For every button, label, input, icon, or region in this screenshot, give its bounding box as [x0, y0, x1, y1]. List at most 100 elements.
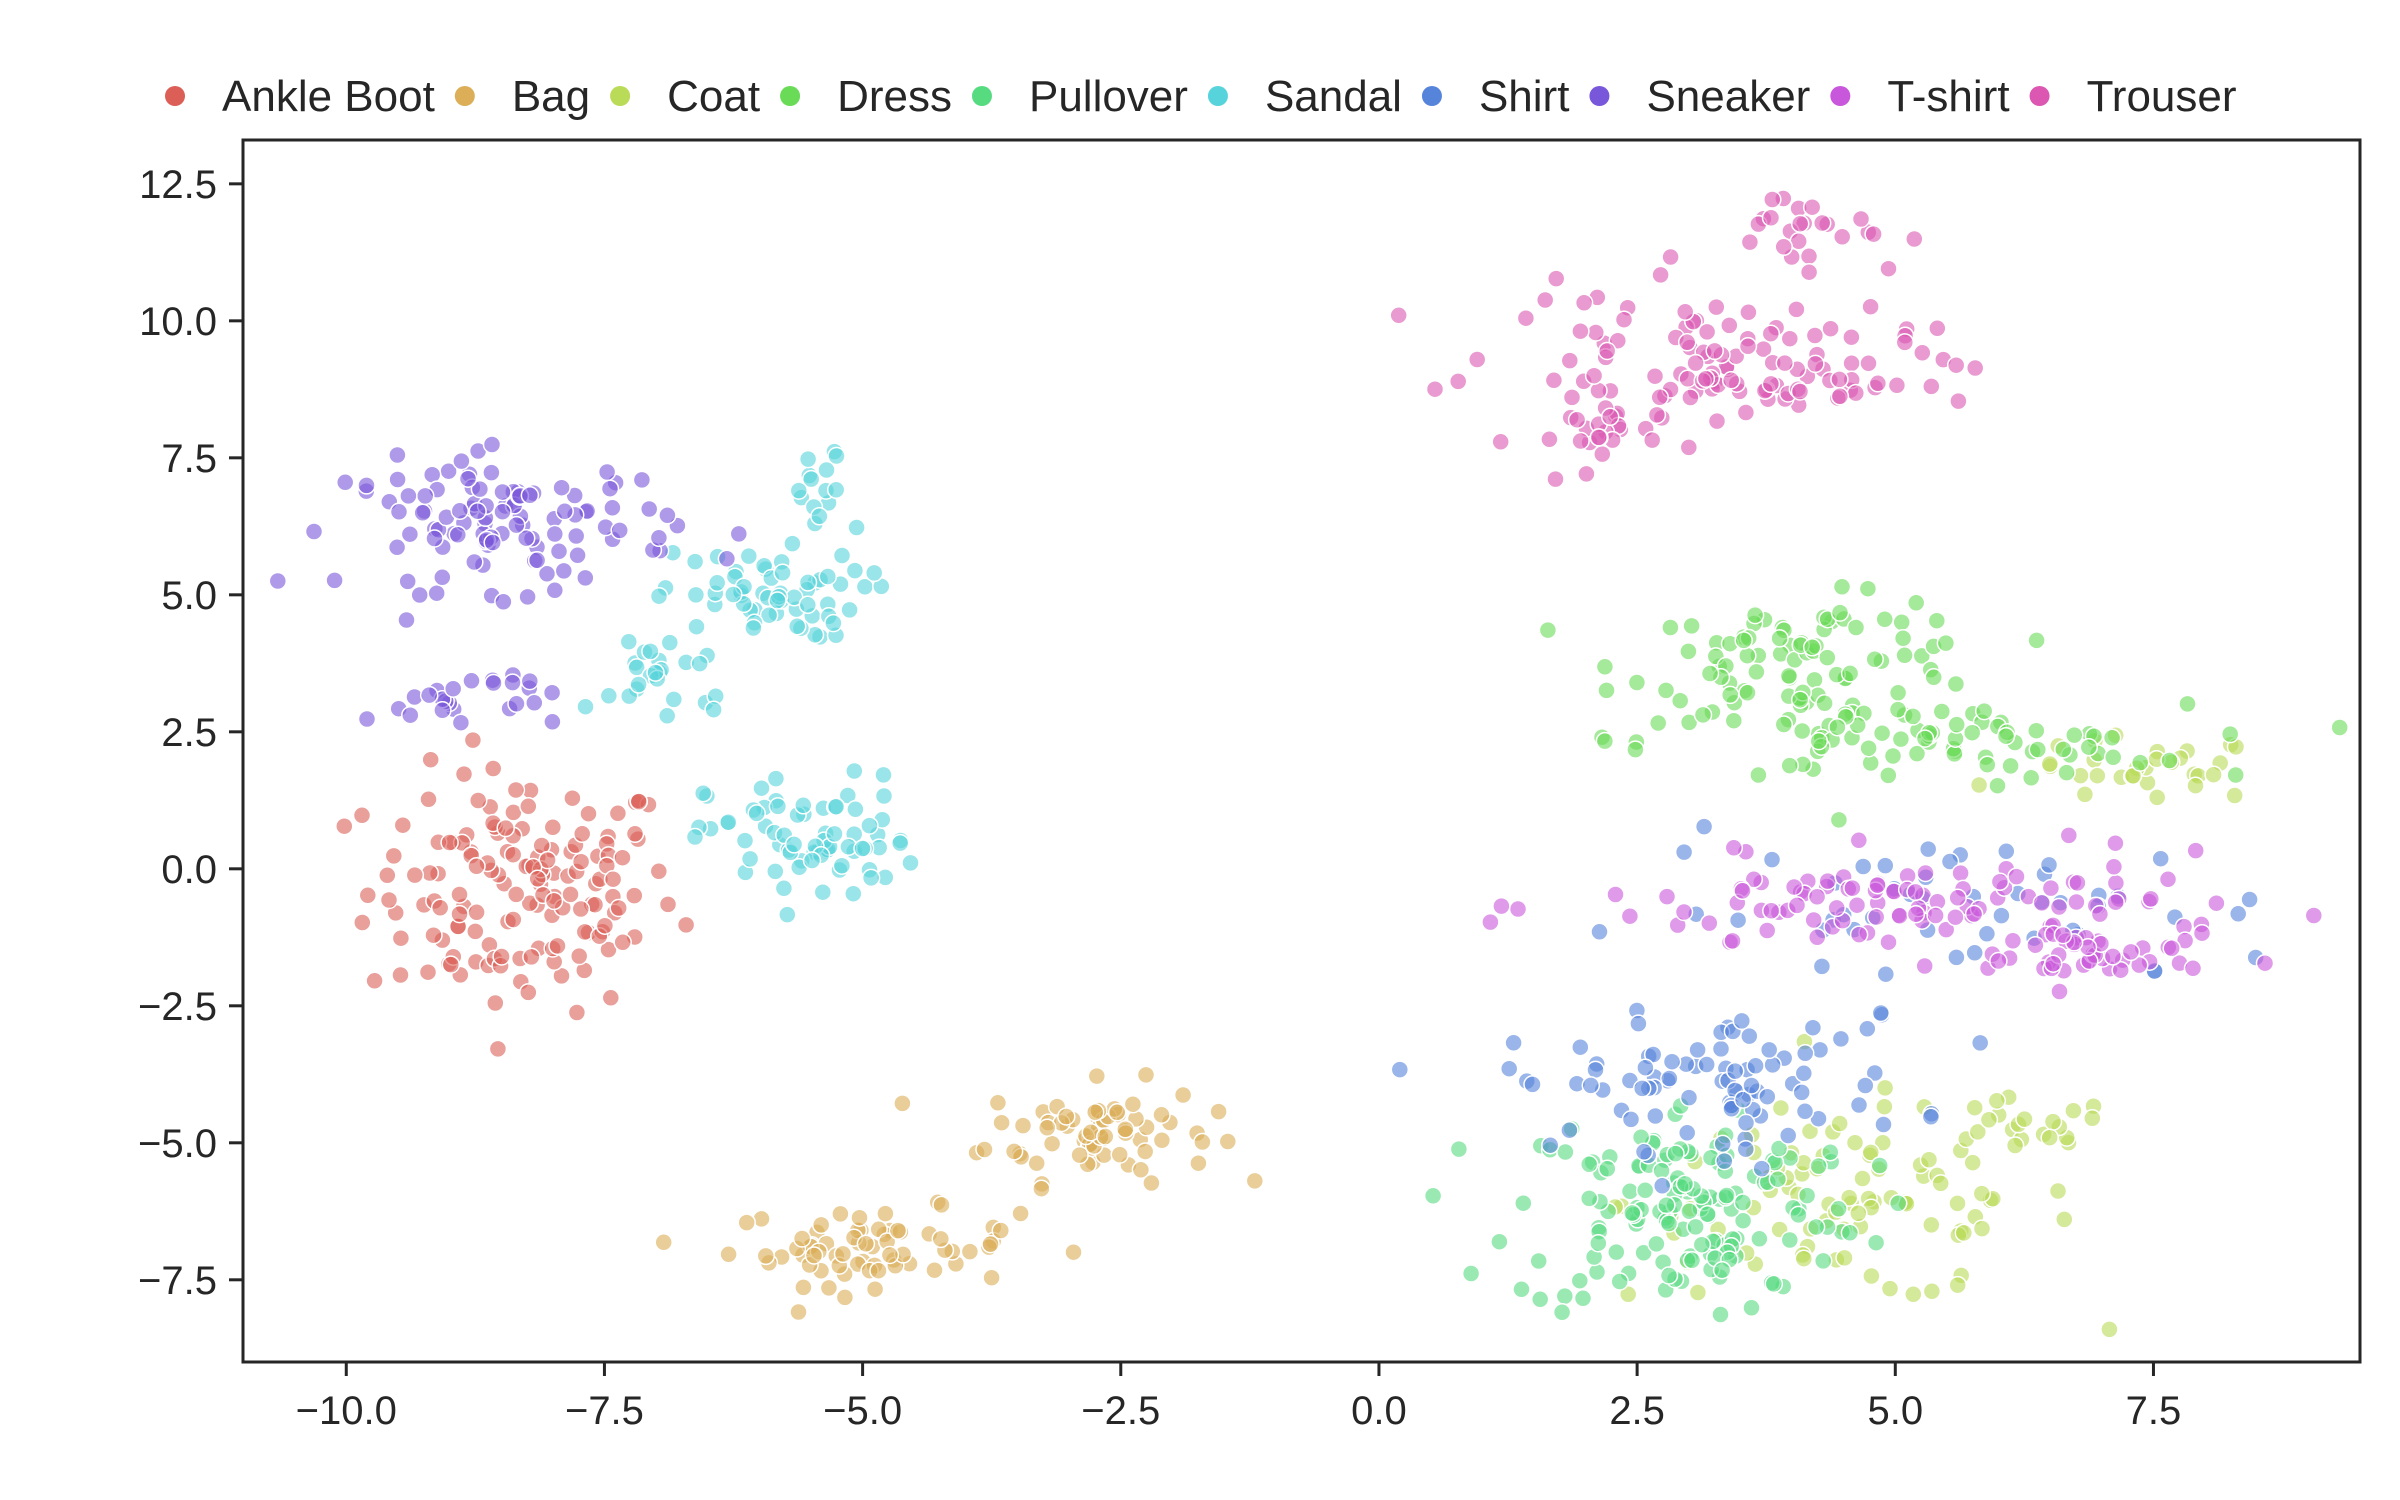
data-point [1635, 1181, 1655, 1200]
x-tick-label: 0.0 [1351, 1389, 1407, 1433]
data-point [1946, 674, 1966, 694]
data-point [465, 552, 484, 572]
data-point [1682, 616, 1701, 636]
data-point [1621, 1110, 1641, 1129]
data-point [579, 804, 598, 823]
data-point [419, 685, 439, 705]
data-point [1682, 1251, 1702, 1270]
data-point [1851, 209, 1871, 229]
data-point [520, 894, 540, 913]
data-point [1872, 723, 1892, 743]
data-point [1977, 924, 1997, 944]
data-point [789, 481, 809, 500]
x-tick-label: −2.5 [1081, 1389, 1160, 1433]
data-point [2228, 904, 2248, 924]
data-point [433, 701, 452, 720]
data-point [1800, 1122, 1820, 1141]
data-point [657, 706, 677, 726]
data-point [527, 551, 547, 570]
legend: Ankle Boot Bag Coat Dress Pullover Sandal Shir… [165, 72, 2237, 121]
data-point [1888, 683, 1908, 703]
data-point [1876, 964, 1896, 984]
data-point [1659, 1266, 1679, 1285]
data-point [1856, 1076, 1875, 1095]
data-point [1634, 1243, 1653, 1263]
data-point [2028, 740, 2048, 759]
data-point [1678, 369, 1697, 389]
data-point [1389, 306, 1408, 325]
data-point [413, 503, 432, 523]
data-point [1893, 629, 1913, 648]
data-point [1865, 1063, 1885, 1083]
data-point [2330, 718, 2349, 737]
data-point [1681, 388, 1700, 407]
data-point [1906, 593, 1926, 613]
data-point [1987, 1091, 2007, 1111]
data-point [1965, 943, 1984, 963]
data-point [400, 524, 420, 544]
data-point [1919, 1150, 1939, 1169]
data-point [443, 679, 463, 698]
data-point [483, 759, 503, 778]
data-point [2186, 776, 2205, 795]
data-point [1586, 1060, 1605, 1080]
data-point [1546, 469, 1565, 489]
data-point [450, 885, 469, 904]
data-point [613, 848, 632, 867]
data-point [960, 1242, 980, 1261]
data-point [1906, 904, 1926, 924]
data-point [1733, 1211, 1753, 1230]
data-point [567, 1003, 587, 1022]
data-point [1829, 1199, 1848, 1219]
data-point [845, 761, 864, 781]
data-point [660, 633, 680, 652]
data-point [1989, 951, 2008, 971]
data-point [467, 903, 486, 922]
data-point [1423, 1186, 1443, 1206]
data-point [1792, 1083, 1811, 1102]
data-point [358, 886, 378, 905]
data-point [1849, 831, 1869, 850]
data-point [982, 1268, 1001, 1287]
data-point [1928, 319, 1947, 338]
data-point [817, 460, 836, 480]
data-point [1595, 731, 1615, 751]
data-point [1512, 1280, 1531, 1299]
data-point [625, 886, 644, 905]
data-point [1978, 755, 1997, 774]
data-point [1849, 1204, 1868, 1223]
data-point [724, 585, 743, 604]
data-point [632, 470, 652, 490]
data-point [1970, 1033, 1990, 1053]
data-point [1858, 579, 1878, 598]
data-point [1110, 1145, 1129, 1164]
data-point [1600, 407, 1620, 427]
data-point [1733, 881, 1752, 901]
data-point [864, 563, 884, 583]
data-point [2021, 768, 2041, 788]
data-point [1064, 1242, 1083, 1262]
data-point [1514, 1193, 1533, 1213]
data-point [778, 905, 797, 924]
data-point [1804, 910, 1823, 930]
data-point [1916, 863, 1935, 883]
data-point [1883, 746, 1903, 766]
data-point [1759, 1040, 1779, 1060]
data-point [1931, 1174, 1950, 1193]
data-point [545, 524, 565, 544]
data-point [818, 567, 838, 586]
data-point [1627, 673, 1647, 692]
data-point [890, 833, 910, 853]
data-point [389, 502, 409, 522]
data-point [1832, 577, 1852, 597]
data-point [519, 797, 538, 816]
data-point [2106, 833, 2125, 853]
data-point [1390, 1060, 1410, 1079]
data-point [1771, 1098, 1791, 1118]
data-point [2147, 788, 2167, 807]
data-point [1775, 353, 1795, 373]
data-point [2090, 904, 2110, 924]
data-point [1862, 1266, 1881, 1286]
data-point [838, 786, 858, 805]
data-point [1721, 371, 1741, 390]
